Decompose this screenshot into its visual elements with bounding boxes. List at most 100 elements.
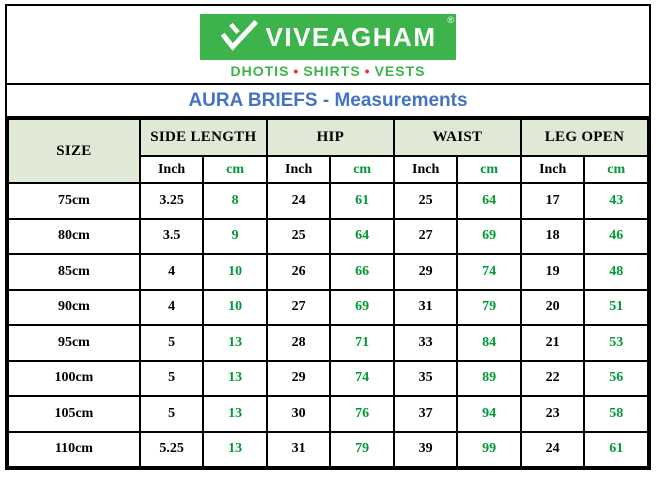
unit-header-inch: Inch	[138, 155, 205, 184]
size-cell: 110cm	[7, 430, 141, 468]
value-cell: 56	[583, 359, 649, 397]
unit-header-cm: cm	[583, 155, 649, 184]
size-cell: 75cm	[7, 182, 141, 220]
value-cell: 99	[456, 430, 522, 468]
size-cell: 100cm	[7, 359, 141, 397]
value-cell: 10	[202, 253, 268, 291]
value-cell: 24	[265, 182, 332, 220]
value-cell: 13	[202, 430, 268, 468]
size-table-body: 75cm 3.25 8 24 61 25 64 17 43 80cm 3.5 9…	[7, 182, 649, 468]
unit-header-cm: cm	[456, 155, 522, 184]
value-cell: 58	[583, 395, 649, 433]
measurements-table-wrap: SIZE SIDE LENGTH HIP WAIST LEG OPEN Inch…	[7, 118, 650, 468]
value-cell: 74	[456, 253, 522, 291]
value-cell: 29	[265, 359, 332, 397]
size-cell: 105cm	[7, 395, 141, 433]
value-cell: 25	[392, 182, 459, 220]
value-cell: 51	[583, 288, 649, 326]
value-cell: 20	[519, 288, 586, 326]
table-row: 95cm 5 13 28 71 33 84 21 53	[7, 324, 649, 362]
page-title: AURA BRIEFS - Measurements	[7, 85, 649, 118]
value-cell: 30	[265, 395, 332, 433]
table-row: 110cm 5.25 13 31 79 39 99 24 61	[7, 430, 649, 468]
value-cell: 53	[583, 324, 649, 362]
value-cell: 10	[202, 288, 268, 326]
value-cell: 35	[392, 359, 459, 397]
value-cell: 61	[583, 430, 649, 468]
column-header-hip: HIP	[265, 118, 395, 157]
size-chart-card: VIVEAGHAM ® DHOTIS • SHIRTS • VESTS AURA BRI…	[5, 4, 651, 470]
value-cell: 5.25	[138, 430, 205, 468]
value-cell: 17	[519, 182, 586, 220]
value-cell: 46	[583, 217, 649, 255]
tagline-item-dhotis: DHOTIS	[230, 63, 290, 79]
value-cell: 9	[202, 217, 268, 255]
size-cell: 95cm	[7, 324, 141, 362]
value-cell: 5	[138, 395, 205, 433]
value-cell: 4	[138, 253, 205, 291]
unit-header-inch: Inch	[392, 155, 459, 184]
value-cell: 21	[519, 324, 586, 362]
group-header-row: SIZE SIDE LENGTH HIP WAIST LEG OPEN	[7, 118, 650, 184]
value-cell: 37	[392, 395, 459, 433]
value-cell: 18	[519, 217, 586, 255]
value-cell: 69	[329, 288, 395, 326]
brand-name: VIVEAGHAM	[265, 22, 437, 52]
value-cell: 43	[583, 182, 649, 220]
value-cell: 94	[456, 395, 522, 433]
value-cell: 66	[329, 253, 395, 291]
value-cell: 31	[265, 430, 332, 468]
value-cell: 22	[519, 359, 586, 397]
unit-header-row: Inch cm Inch cm Inch cm Inch cm	[8, 155, 649, 184]
value-cell: 3.25	[138, 182, 205, 220]
unit-header-inch: Inch	[519, 155, 586, 184]
value-cell: 13	[202, 359, 268, 397]
value-cell: 64	[456, 182, 522, 220]
double-check-icon	[220, 20, 258, 51]
unit-header-inch: Inch	[265, 155, 332, 184]
table-row: 85cm 4 10 26 66 29 74 19 48	[7, 253, 649, 291]
value-cell: 5	[138, 324, 205, 362]
value-cell: 19	[519, 253, 586, 291]
value-cell: 61	[329, 182, 395, 220]
value-cell: 89	[456, 359, 522, 397]
value-cell: 23	[519, 395, 586, 433]
column-header-side-length: SIDE LENGTH	[138, 118, 268, 157]
size-cell: 85cm	[7, 253, 141, 291]
tagline-item-vests: VESTS	[374, 63, 426, 79]
value-cell: 28	[265, 324, 332, 362]
registered-mark: ®	[447, 15, 454, 25]
value-cell: 33	[392, 324, 459, 362]
dot-separator-icon: •	[293, 63, 300, 79]
value-cell: 76	[329, 395, 395, 433]
value-cell: 79	[329, 430, 395, 468]
column-header-leg-open: LEG OPEN	[519, 118, 650, 157]
column-header-waist: WAIST	[392, 118, 522, 157]
value-cell: 24	[519, 430, 586, 468]
value-cell: 48	[583, 253, 649, 291]
dot-separator-icon: •	[364, 63, 371, 79]
value-cell: 71	[329, 324, 395, 362]
value-cell: 8	[202, 182, 268, 220]
value-cell: 5	[138, 359, 205, 397]
table-row: 105cm 5 13 30 76 37 94 23 58	[7, 395, 649, 433]
value-cell: 4	[138, 288, 205, 326]
size-cell: 90cm	[7, 288, 141, 326]
value-cell: 79	[456, 288, 522, 326]
table-row: 80cm 3.5 9 25 64 27 69 18 46	[7, 217, 649, 255]
unit-header-cm: cm	[202, 155, 268, 184]
value-cell: 13	[202, 395, 268, 433]
unit-header-cm: cm	[329, 155, 395, 184]
size-cell: 80cm	[7, 217, 141, 255]
brand-tagline: DHOTIS • SHIRTS • VESTS	[231, 63, 426, 79]
value-cell: 29	[392, 253, 459, 291]
table-row: 90cm 4 10 27 69 31 79 20 51	[7, 288, 649, 326]
brand-logo: VIVEAGHAM ®	[200, 14, 456, 60]
value-cell: 39	[392, 430, 459, 468]
measurements-table: SIZE SIDE LENGTH HIP WAIST LEG OPEN Inch…	[7, 118, 650, 468]
value-cell: 31	[392, 288, 459, 326]
column-header-size: SIZE	[7, 118, 141, 184]
value-cell: 13	[202, 324, 268, 362]
tagline-item-shirts: SHIRTS	[303, 63, 361, 79]
value-cell: 84	[456, 324, 522, 362]
